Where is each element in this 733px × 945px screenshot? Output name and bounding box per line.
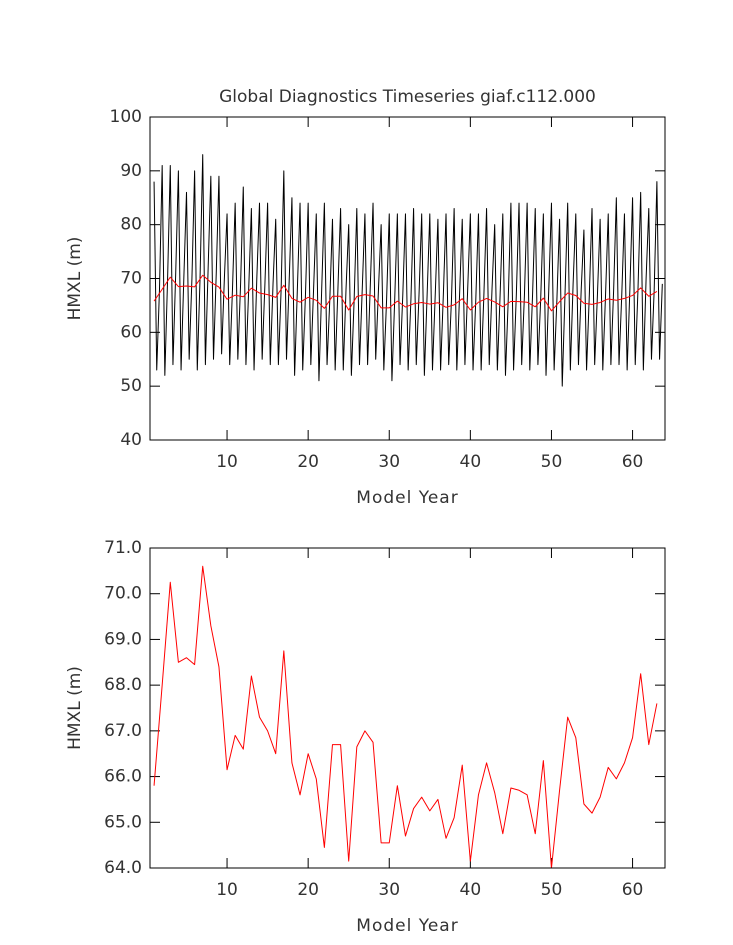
y-tick-label: 64.0 bbox=[104, 858, 142, 878]
y-tick-label: 69.0 bbox=[104, 629, 142, 649]
x-tick-label: 20 bbox=[297, 452, 319, 472]
panel: Global Diagnostics Timeseries giaf.c112.… bbox=[65, 87, 666, 508]
plot-frame bbox=[149, 116, 666, 441]
x-tick-label: 20 bbox=[297, 880, 319, 900]
x-tick-label: 50 bbox=[541, 880, 563, 900]
y-tick-label: 66.0 bbox=[104, 767, 142, 787]
x-tick-label: 30 bbox=[378, 880, 400, 900]
y-tick-label: 100 bbox=[110, 107, 142, 127]
x-tick-label: 10 bbox=[216, 880, 238, 900]
y-tick-label: 68.0 bbox=[104, 675, 142, 695]
x-tick-label: 60 bbox=[622, 880, 644, 900]
y-tick-label: 40 bbox=[120, 430, 142, 450]
y-axis-label: HMXL (m) bbox=[65, 666, 85, 750]
data-line bbox=[153, 565, 658, 869]
x-tick-label: 10 bbox=[216, 452, 238, 472]
x-tick-label: 50 bbox=[541, 452, 563, 472]
y-tick-label: 90 bbox=[120, 161, 142, 181]
x-axis-label: Model Year bbox=[356, 488, 458, 508]
y-tick-label: 70.0 bbox=[104, 584, 142, 604]
data-line bbox=[153, 274, 658, 312]
y-tick-label: 67.0 bbox=[104, 721, 142, 741]
x-tick-label: 60 bbox=[622, 452, 644, 472]
y-tick-label: 80 bbox=[120, 215, 142, 235]
y-tick-label: 70 bbox=[120, 269, 142, 289]
x-tick-label: 40 bbox=[460, 880, 482, 900]
y-tick-label: 50 bbox=[120, 376, 142, 396]
data-line bbox=[153, 154, 663, 387]
chart-title: Global Diagnostics Timeseries giaf.c112.… bbox=[219, 87, 596, 107]
y-tick-label: 65.0 bbox=[104, 812, 142, 832]
plot-frame bbox=[149, 547, 666, 869]
y-tick-label: 71.0 bbox=[104, 538, 142, 558]
y-tick-label: 60 bbox=[120, 322, 142, 342]
x-tick-label: 30 bbox=[378, 452, 400, 472]
y-axis-label: HMXL (m) bbox=[65, 237, 85, 321]
panel: Model Year HMXL (m) 64.0 65.0 66.0 67.0 68.0 69… bbox=[65, 538, 666, 936]
x-tick-label: 40 bbox=[460, 452, 482, 472]
x-axis-label: Model Year bbox=[356, 916, 458, 936]
